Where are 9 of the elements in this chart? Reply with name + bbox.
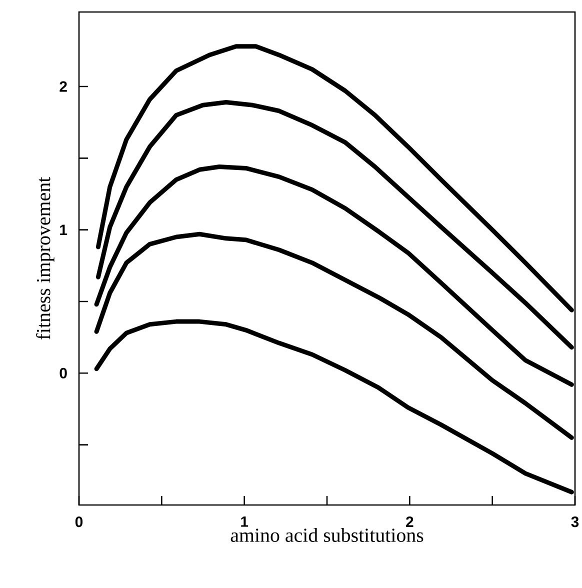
y-axis-title: fitness improvement (36, 176, 54, 340)
x-axis-title: amino acid substitutions (230, 528, 424, 542)
y-tick-label: 0 (60, 368, 67, 378)
y-tick-label: 1 (60, 224, 68, 235)
x-tick-label: 1 (241, 516, 248, 527)
x-tick-label: 2 (406, 516, 414, 527)
y-tick-label: 2 (60, 81, 67, 92)
x-tick-label: 0 (75, 516, 83, 528)
x-tick-label: 3 (571, 516, 579, 528)
